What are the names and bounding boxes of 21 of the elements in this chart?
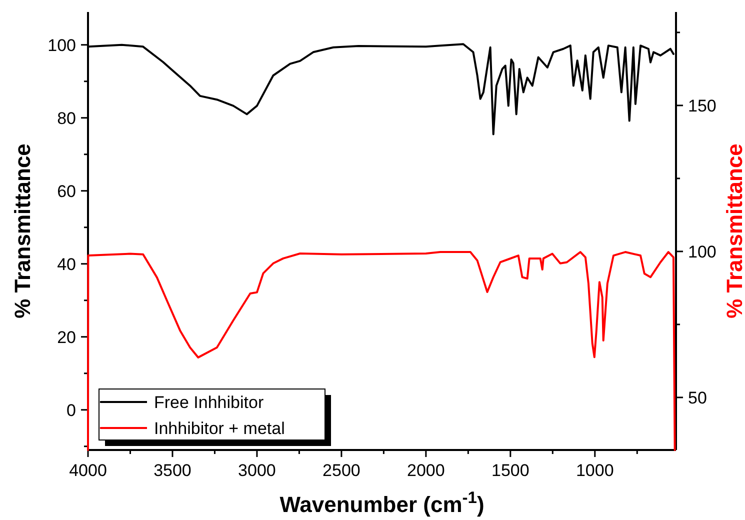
x-tick-label: 3000 xyxy=(238,461,276,480)
legend-label: Inhhibitor + metal xyxy=(154,419,285,438)
x-tick-label: 2500 xyxy=(322,461,360,480)
y-axis-title: % Transmittance xyxy=(10,144,35,318)
x-tick-label: 3500 xyxy=(154,461,192,480)
y-tick-label: 80 xyxy=(57,108,76,128)
x-tick-label: 4000 xyxy=(69,461,107,480)
y-tick-label: 20 xyxy=(57,328,76,347)
x-tick-label: 1500 xyxy=(492,461,530,480)
y-tick-label: 100 xyxy=(48,36,76,55)
y-tick-label: 40 xyxy=(57,254,76,274)
x-axis-title: Wavenumber (cm$^{-1}$) xyxy=(280,489,484,517)
x-tick-label: 2000 xyxy=(407,461,445,480)
y2-axis-title: % Transmittance xyxy=(722,144,745,318)
y-tick-label: 60 xyxy=(57,182,76,201)
y2-tick-label: 50 xyxy=(688,388,707,408)
y-tick-label: 0 xyxy=(66,400,76,420)
legend-label: Free Inhhibitor xyxy=(154,393,264,412)
y2-tick-label: 100 xyxy=(688,242,716,262)
y2-tick-label: 150 xyxy=(688,96,716,116)
x-tick-label: 1000 xyxy=(576,461,614,480)
